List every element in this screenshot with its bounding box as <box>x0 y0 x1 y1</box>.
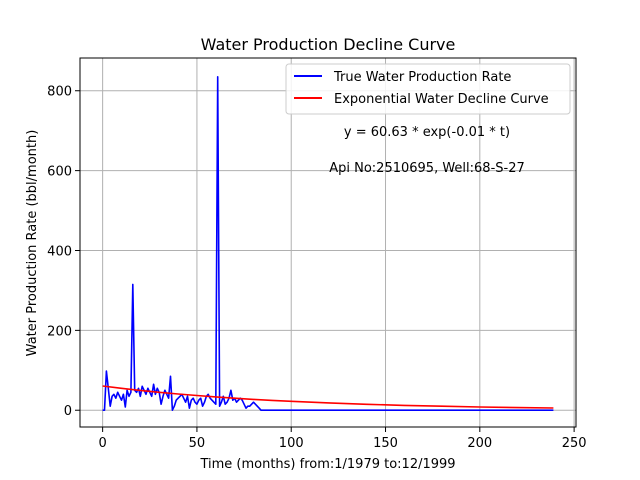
y-tick-label: 800 <box>47 85 72 100</box>
x-tick-label: 150 <box>373 436 398 451</box>
legend-label-decline-curve: Exponential Water Decline Curve <box>334 92 549 107</box>
x-tick-label: 0 <box>98 436 106 451</box>
y-axis-label: Water Production Rate (bbl/month) <box>25 130 40 357</box>
series-layer <box>102 76 554 412</box>
legend: True Water Production Rate Exponential W… <box>285 63 571 115</box>
axis-ticks: 0 50 100 150 200 250 0 200 400 600 800 <box>47 85 586 451</box>
y-tick-label: 400 <box>47 244 72 259</box>
series-true-water-production-rate <box>102 76 554 412</box>
x-tick-label: 100 <box>279 436 304 451</box>
y-tick-label: 0 <box>64 404 72 419</box>
y-tick-label: 600 <box>47 165 72 180</box>
chart-title: Water Production Decline Curve <box>201 35 456 54</box>
series-exponential-water-decline-curve <box>102 385 554 409</box>
x-axis-label: Time (months) from:1/1979 to:12/1999 <box>199 457 455 472</box>
y-tick-label: 200 <box>47 324 72 339</box>
legend-label-true-rate: True Water Production Rate <box>333 70 511 85</box>
x-tick-label: 50 <box>189 436 206 451</box>
x-tick-label: 200 <box>467 436 492 451</box>
plot-frame <box>79 57 577 428</box>
legend-box <box>285 63 571 115</box>
well-annotation: Api No:2510695, Well:68-S-27 <box>329 161 525 176</box>
x-tick-label: 250 <box>562 436 587 451</box>
equation-annotation: y = 60.63 * exp(-0.01 * t) <box>344 125 510 140</box>
